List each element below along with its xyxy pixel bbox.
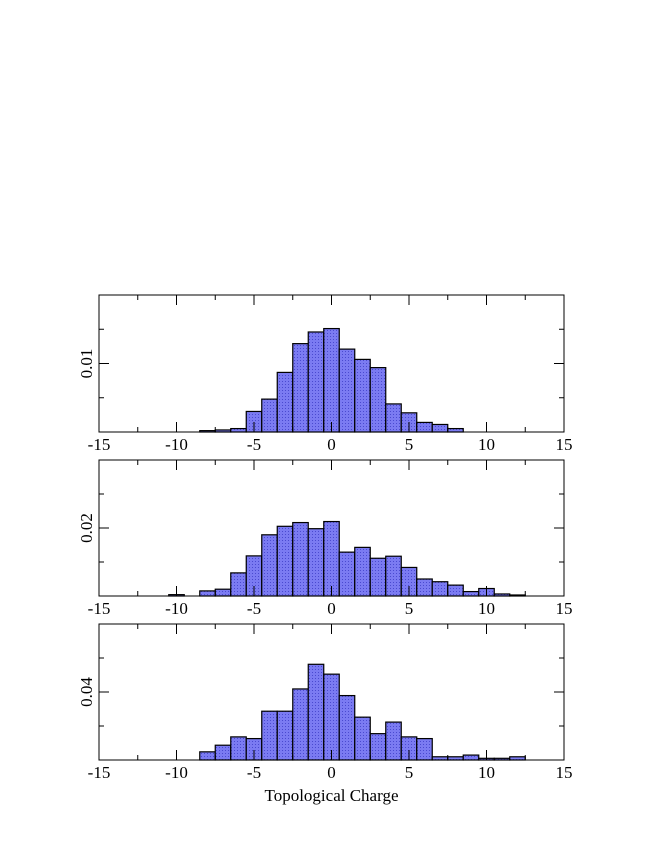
histogram-bar bbox=[338, 348, 356, 433]
histogram-bar bbox=[261, 534, 278, 597]
x-tick-label: -10 bbox=[165, 435, 188, 454]
chart-panel-bottom: -15 -10 -5 0 5 10 15 0.04 Topological Charge bbox=[77, 623, 573, 805]
histogram-bar bbox=[354, 358, 371, 433]
histogram-bar bbox=[416, 578, 433, 597]
histogram-bar bbox=[447, 584, 464, 597]
x-tick-label: 5 bbox=[405, 763, 414, 782]
x-axis-title: Topological Charge bbox=[265, 786, 399, 805]
x-tick-label: -15 bbox=[88, 599, 111, 618]
y-tick-label: 0.01 bbox=[77, 349, 96, 379]
histogram-bar bbox=[230, 427, 247, 433]
x-tick-label: -15 bbox=[88, 435, 111, 454]
histogram-bar bbox=[230, 736, 247, 761]
histogram-bar bbox=[323, 327, 340, 433]
x-tick-label: -10 bbox=[165, 599, 188, 618]
histogram-bar bbox=[338, 551, 356, 597]
x-tick-label: 5 bbox=[405, 435, 414, 454]
histogram-bar bbox=[462, 754, 480, 761]
histogram-bar bbox=[307, 663, 325, 761]
y-tick-label: 0.04 bbox=[77, 677, 96, 707]
histogram-bar bbox=[369, 367, 387, 433]
histogram-bar bbox=[323, 673, 340, 761]
x-tick-label: -5 bbox=[247, 763, 261, 782]
x-tick-label: 0 bbox=[327, 599, 336, 618]
histogram-bar bbox=[261, 398, 278, 433]
histogram-bar bbox=[261, 710, 278, 761]
y-tick-label: 0.02 bbox=[77, 513, 96, 543]
histogram-bar bbox=[214, 744, 232, 761]
histogram-bar bbox=[276, 710, 294, 761]
histogram-bar bbox=[292, 688, 309, 761]
x-tick-label: -5 bbox=[247, 435, 261, 454]
x-tick-label: 0 bbox=[327, 435, 336, 454]
histogram-bar bbox=[369, 733, 387, 761]
histogram-bar bbox=[369, 557, 387, 597]
histogram-bar bbox=[199, 590, 216, 597]
histogram-bar bbox=[431, 423, 449, 433]
histogram-bar bbox=[307, 528, 325, 597]
histogram-bar bbox=[354, 716, 371, 761]
chart-panel-middle: -15 -10 -5 0 5 10 15 0.02 bbox=[77, 459, 573, 618]
x-tick-label: 15 bbox=[556, 435, 573, 454]
histogram-bar bbox=[447, 427, 464, 433]
x-tick-label: -10 bbox=[165, 763, 188, 782]
x-tick-label: 15 bbox=[556, 599, 573, 618]
x-tick-label: 10 bbox=[478, 435, 495, 454]
histogram-bar bbox=[385, 555, 402, 597]
chart-panel-top: -15 -10 -5 0 5 10 15 0.01 bbox=[77, 294, 573, 454]
x-tick-label: 0 bbox=[327, 763, 336, 782]
x-tick-label: -5 bbox=[247, 599, 261, 618]
histogram-bar bbox=[292, 343, 309, 433]
histogram-bar bbox=[292, 521, 309, 597]
histogram-bar bbox=[199, 751, 216, 761]
x-tick-label: -15 bbox=[88, 763, 111, 782]
histogram-bar bbox=[416, 737, 433, 761]
histogram-bar bbox=[385, 721, 402, 761]
x-tick-label: 5 bbox=[405, 599, 414, 618]
histogram-bar bbox=[230, 572, 247, 597]
histogram-bar bbox=[214, 588, 232, 597]
histogram-bar bbox=[385, 403, 402, 433]
x-tick-label: 15 bbox=[556, 763, 573, 782]
histogram-bar bbox=[462, 590, 480, 597]
histogram-bar bbox=[276, 525, 294, 597]
x-tick-label: 10 bbox=[478, 763, 495, 782]
histogram-bar bbox=[307, 331, 325, 433]
histogram-bar bbox=[416, 421, 433, 433]
histogram-bar bbox=[276, 371, 294, 433]
histogram-bar bbox=[431, 581, 449, 597]
histogram-bar bbox=[323, 520, 340, 597]
histogram-bar bbox=[354, 546, 371, 597]
histogram-bar bbox=[338, 694, 356, 761]
x-tick-label: 10 bbox=[478, 599, 495, 618]
